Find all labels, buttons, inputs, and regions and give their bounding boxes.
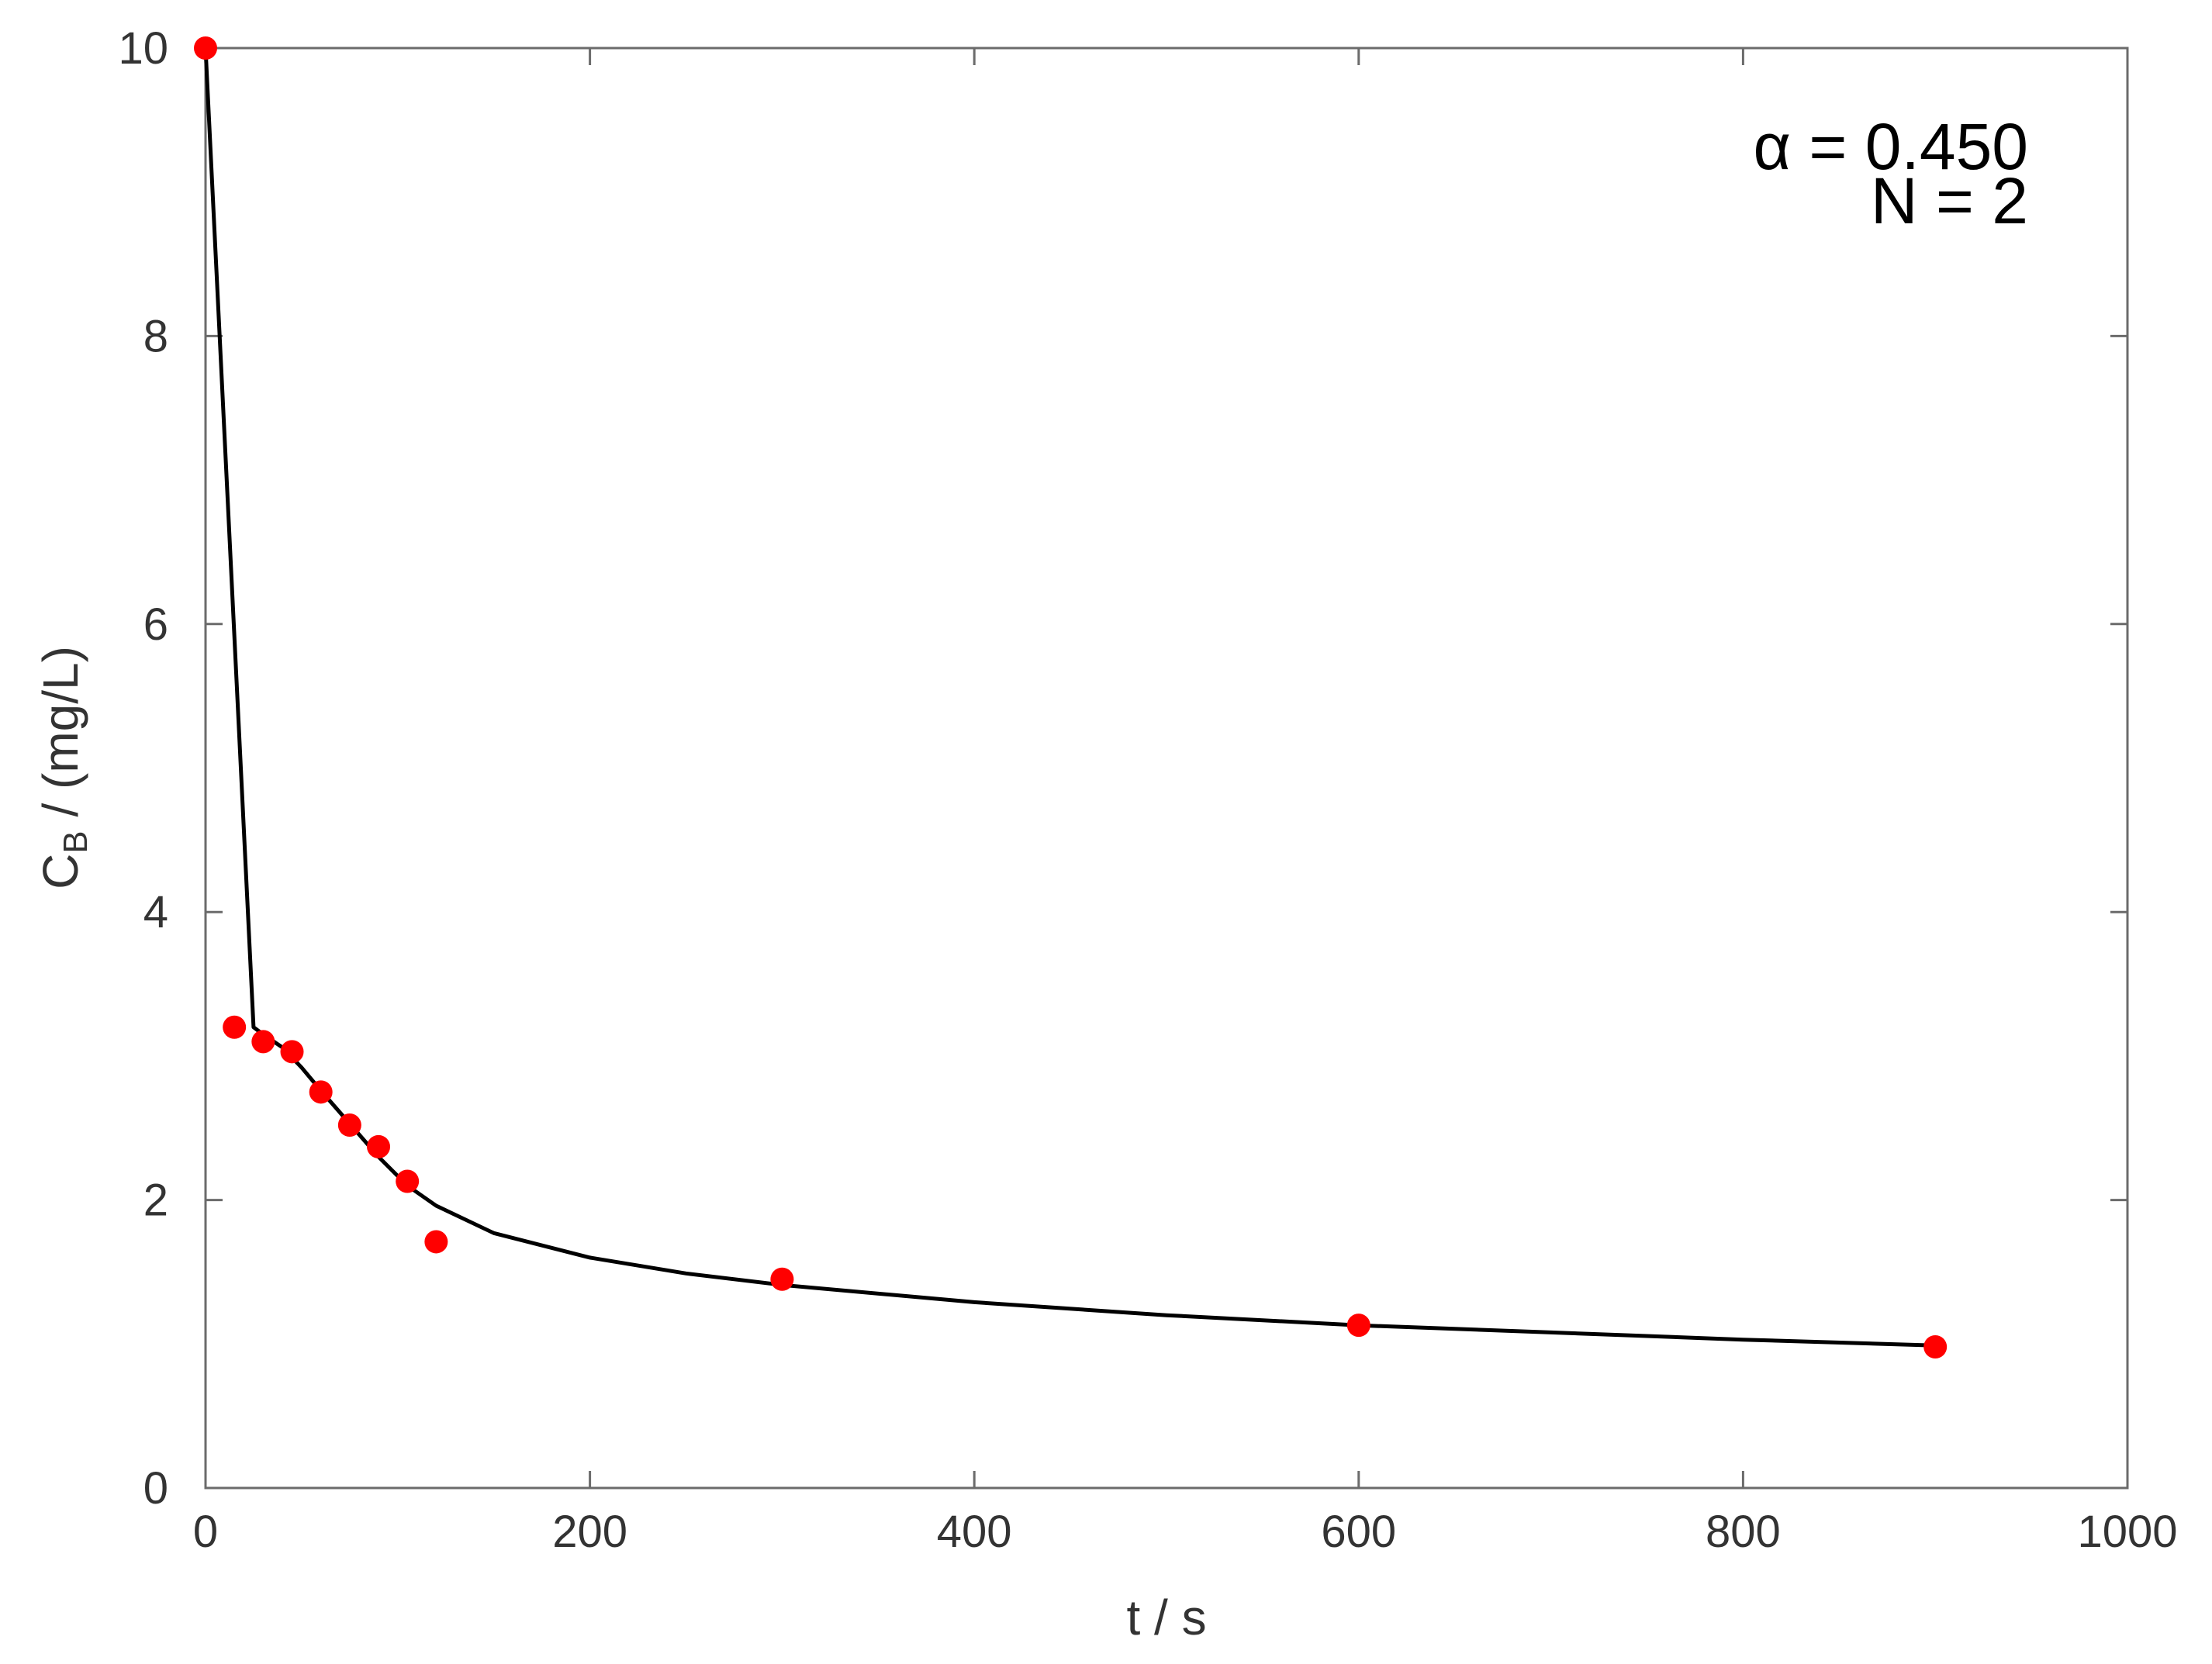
y-tick-label: 6 — [143, 599, 168, 650]
data-point — [424, 1230, 448, 1254]
data-point — [1923, 1335, 1948, 1359]
y-axis-label: CB / (mg/L) — [33, 646, 95, 889]
data-point — [396, 1169, 420, 1193]
x-axis-label: t / s — [1126, 1590, 1206, 1645]
data-point — [223, 1015, 247, 1039]
y-axis-label-main: C — [33, 854, 88, 889]
data-point — [770, 1267, 794, 1291]
data-point — [280, 1040, 304, 1064]
data-point — [309, 1080, 333, 1104]
x-tick-label: 400 — [937, 1507, 1012, 1557]
data-point — [251, 1030, 275, 1054]
y-tick-label: 10 — [118, 23, 168, 74]
x-tick-label: 800 — [1706, 1507, 1781, 1557]
x-tick-label: 1000 — [2077, 1507, 2177, 1557]
plot-frame — [204, 47, 2129, 1490]
data-point — [337, 1113, 361, 1138]
annotation-alpha: α = 0.450 — [1754, 110, 2029, 183]
fit-line — [203, 47, 1936, 1348]
x-tick-label: 600 — [1321, 1507, 1396, 1557]
y-axis-ticks: 0 2 4 6 8 10 — [118, 23, 2127, 1514]
y-tick-label: 2 — [143, 1176, 168, 1226]
x-tick-label: 0 — [193, 1507, 218, 1557]
y-tick-label: 0 — [143, 1463, 168, 1514]
y-tick-label: 8 — [143, 311, 168, 361]
data-point — [367, 1134, 391, 1158]
x-axis-ticks: 0 200 400 600 800 1000 — [193, 48, 2178, 1557]
series-layer — [194, 36, 1948, 1359]
annotation-n: N = 2 — [1871, 164, 2028, 237]
data-point — [194, 36, 217, 60]
y-axis-label-suffix: / (mg/L) — [33, 646, 88, 830]
data-point — [1346, 1314, 1370, 1338]
y-tick-label: 4 — [143, 887, 168, 937]
y-axis-label-subscript: B — [57, 830, 95, 853]
x-tick-label: 200 — [552, 1507, 627, 1557]
